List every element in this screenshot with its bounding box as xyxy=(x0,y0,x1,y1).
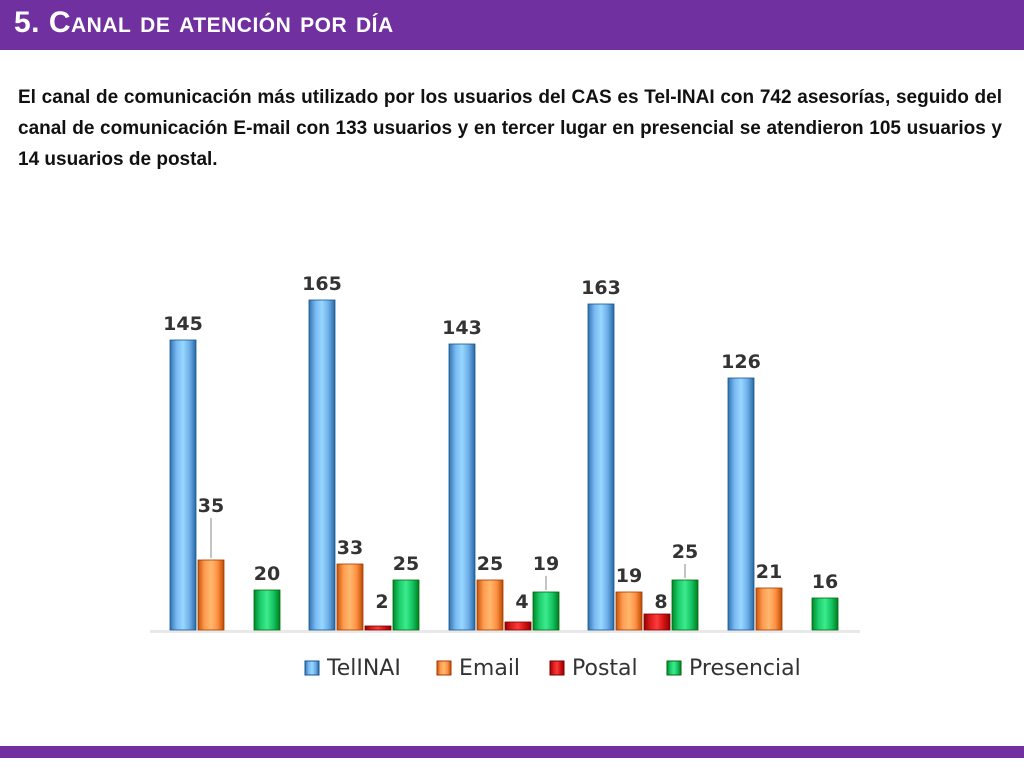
bar-telinai-3 xyxy=(448,343,476,631)
value-label-presencial-4: 25 xyxy=(672,541,698,563)
value-label-postal-3: 4 xyxy=(515,591,528,613)
chart-floor xyxy=(150,630,860,633)
bar-email-5 xyxy=(755,587,783,631)
value-label-presencial-1: 20 xyxy=(254,563,280,585)
value-label-presencial-5: 16 xyxy=(812,571,838,593)
title-bar xyxy=(0,0,1024,50)
bar-telinai-5 xyxy=(727,377,755,631)
value-label-presencial-3: 19 xyxy=(533,553,559,575)
value-label-email-4: 19 xyxy=(616,565,642,587)
legend-label: Postal xyxy=(572,656,638,681)
summary-paragraph: El canal de comunicación más utilizado p… xyxy=(18,87,1002,170)
value-label-email-3: 25 xyxy=(477,553,503,575)
bar-presencial-4 xyxy=(671,579,699,631)
legend-item-postal: Postal xyxy=(549,656,638,681)
value-label-telinai-5: 126 xyxy=(721,351,761,373)
legend-label: Email xyxy=(459,656,520,681)
legend-swatch xyxy=(549,660,565,676)
value-label-telinai-4: 163 xyxy=(581,277,621,299)
legend-item-presencial: Presencial xyxy=(666,656,801,681)
bar-email-4 xyxy=(615,591,643,631)
legend-item-telinai: TelINAI xyxy=(304,656,401,681)
value-label-postal-2: 2 xyxy=(375,591,388,613)
value-label-email-1: 35 xyxy=(198,495,224,517)
legend-swatch xyxy=(666,660,682,676)
bar-postal-2 xyxy=(364,625,392,631)
channel-bar-chart: 145 165 143 163 126 35 33 25 19 21 2 4 8 20 25 19 25 16 T… xyxy=(150,273,860,681)
legend-swatch xyxy=(436,660,452,676)
value-label-telinai-1: 145 xyxy=(163,313,203,335)
bar-email-2 xyxy=(336,563,364,631)
legend-swatch xyxy=(304,660,320,676)
bar-email-1 xyxy=(197,559,225,631)
bar-presencial-2 xyxy=(392,579,420,631)
value-label-postal-4: 8 xyxy=(654,591,667,613)
bar-telinai-4 xyxy=(587,303,615,631)
value-label-presencial-2: 25 xyxy=(393,553,419,575)
legend-item-email: Email xyxy=(436,656,520,681)
bar-presencial-5 xyxy=(811,597,839,631)
bar-presencial-1 xyxy=(253,589,281,631)
bar-telinai-1 xyxy=(169,339,197,631)
value-label-email-5: 21 xyxy=(756,561,782,583)
value-label-email-2: 33 xyxy=(337,537,363,559)
legend-label: TelINAI xyxy=(326,656,401,681)
value-label-telinai-2: 165 xyxy=(302,273,342,295)
value-label-telinai-3: 143 xyxy=(442,317,482,339)
bars-layer xyxy=(150,299,860,633)
bar-presencial-3 xyxy=(532,591,560,631)
legend: TelINAI Email Postal Presencial xyxy=(304,656,801,681)
bottom-bar xyxy=(0,746,1024,758)
bar-postal-3 xyxy=(504,621,532,631)
bar-email-3 xyxy=(476,579,504,631)
bar-telinai-2 xyxy=(308,299,336,631)
value-labels-layer: 145 165 143 163 126 35 33 25 19 21 2 4 8 20 25 19 25 16 xyxy=(163,273,838,613)
page-title: 5. Canal de atención por día xyxy=(14,6,394,39)
legend-label: Presencial xyxy=(689,656,801,681)
bar-postal-4 xyxy=(643,613,671,631)
